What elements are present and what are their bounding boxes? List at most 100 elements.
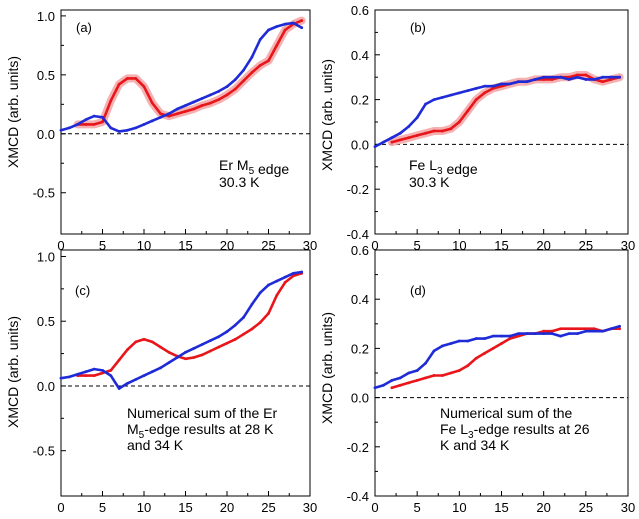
series-blue-point: [449, 342, 453, 345]
series-blue-point: [275, 25, 279, 28]
series-red-point: [167, 350, 171, 354]
series-blue-point: [592, 78, 596, 81]
series-red-point: [398, 383, 402, 387]
series-blue-point: [275, 279, 279, 283]
series-blue-point: [142, 374, 146, 377]
series-red-point: [500, 342, 503, 345]
series-red-point: [609, 78, 613, 81]
x-tick-label: 30: [621, 238, 635, 253]
series-red-point: [109, 99, 113, 103]
series-blue-line: [59, 270, 304, 390]
series-blue-point: [184, 350, 187, 354]
series-red-point: [209, 349, 212, 353]
series-blue-point: [92, 367, 96, 371]
series-red-point: [150, 101, 154, 105]
series-blue-point: [159, 115, 163, 119]
panel-a: 1.0 0.5 0.0 -0.5 0 5 10 15 20 25 30 (a) Er M5 edge30…: [33, 9, 318, 253]
series-red-point: [432, 129, 436, 133]
series-blue-point: [449, 93, 453, 97]
series-blue-point: [584, 78, 588, 81]
series-blue-point: [508, 82, 512, 86]
series-red-point: [474, 98, 478, 101]
series-red-point: [449, 127, 453, 131]
series-blue-point: [267, 28, 270, 32]
panel-label: (a): [76, 20, 92, 35]
series-red-point: [474, 356, 478, 360]
series-red-point: [233, 337, 237, 341]
series-blue-point: [283, 275, 287, 279]
series-red-point: [567, 327, 571, 331]
series-blue-point: [67, 375, 71, 379]
y-tick-label: 0.0: [351, 391, 369, 406]
series-blue-point: [559, 75, 562, 79]
series-red-point: [84, 122, 88, 126]
annotation-line: Er M5 edge: [219, 157, 289, 177]
annotation-line: M5-edge results at 28 K: [127, 421, 274, 441]
series-red-point: [592, 327, 596, 331]
series-red-point: [200, 104, 204, 107]
series-blue-point: [167, 112, 171, 116]
series-red-point: [134, 76, 138, 80]
series-red-point: [491, 87, 495, 90]
svg-text:XMCD (arb. units): XMCD (arb. units): [5, 316, 21, 428]
annotation-line: Numerical sum of the Er: [127, 405, 278, 421]
series-red-point: [390, 140, 394, 144]
series-blue-point: [398, 131, 402, 135]
series-blue-point: [373, 386, 377, 390]
series-blue-point: [542, 332, 546, 336]
series-blue-point: [59, 128, 63, 132]
y-tick-label: 0.0: [351, 137, 369, 152]
series-red-error-band: [73, 16, 306, 129]
series-blue-point: [508, 334, 512, 338]
series-blue-point: [576, 332, 579, 336]
series-blue-line: [373, 75, 621, 148]
svg-text:XMCD (arb. units): XMCD (arb. units): [5, 56, 21, 168]
series-red-point: [466, 364, 470, 368]
series-red-point: [109, 369, 113, 372]
x-tick-label: 0: [57, 238, 64, 253]
series-red-point: [233, 87, 237, 91]
series-blue-point: [92, 114, 96, 118]
series-red-line: [76, 271, 304, 377]
series-blue-point: [500, 82, 503, 86]
series-red-point: [424, 376, 427, 380]
series-red-point: [217, 345, 221, 349]
series-red-point: [500, 84, 503, 88]
x-tick-label: 25: [579, 500, 593, 515]
series-red-point: [457, 120, 461, 124]
series-red-point: [150, 340, 154, 344]
series-red-point: [84, 374, 88, 377]
y-tick-label: 1.0: [37, 249, 55, 264]
series-red-point: [441, 374, 444, 377]
series-blue-line: [373, 324, 621, 390]
series-blue-point: [76, 122, 79, 126]
series-blue-point: [250, 302, 254, 306]
series-red-point: [584, 327, 588, 331]
y-tick-label: 0.4: [351, 48, 369, 63]
series-blue-point: [134, 378, 138, 381]
series-blue-point: [398, 376, 402, 380]
series-blue-point: [67, 126, 71, 130]
series-blue-point: [474, 87, 478, 90]
series-blue-point: [217, 89, 221, 93]
series-blue-point: [457, 91, 461, 95]
series-blue-point: [217, 335, 221, 339]
series-red-point: [441, 129, 444, 133]
x-tick-label: 25: [261, 238, 275, 253]
series-blue-point: [233, 323, 237, 327]
x-tick-label: 15: [178, 500, 192, 515]
x-tick-label: 30: [621, 500, 635, 515]
series-blue-point: [250, 55, 254, 59]
series-blue-point: [242, 315, 246, 319]
series-blue-point: [167, 361, 171, 365]
x-tick-label: 5: [414, 238, 421, 253]
series-red-point: [483, 351, 487, 355]
series-blue-point: [533, 78, 537, 81]
panel-label: (b): [410, 20, 426, 35]
y-axis-label-top-right: XMCD (arb. units): [319, 59, 335, 171]
series-blue-point: [441, 95, 444, 99]
series-blue-point: [466, 89, 470, 93]
series-blue-point: [150, 370, 154, 374]
series-blue-point: [550, 332, 554, 336]
y-tick-label: 0.2: [351, 93, 369, 108]
